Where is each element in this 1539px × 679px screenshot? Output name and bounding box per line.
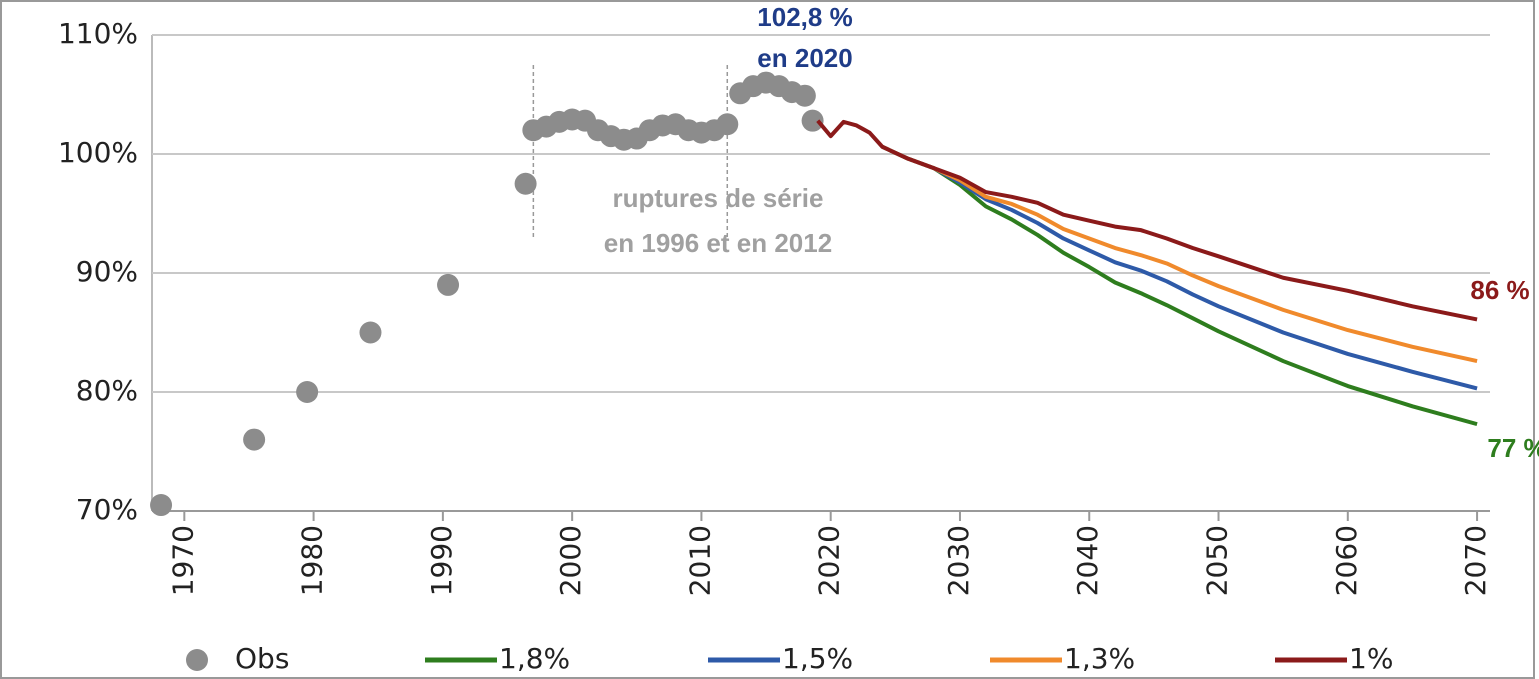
obs-point <box>793 84 816 107</box>
x-tick-label: 2020 <box>813 525 846 596</box>
y-tick-label: 110% <box>58 17 138 50</box>
annotation: ruptures de série <box>613 183 824 213</box>
series-line <box>816 119 1478 322</box>
x-tick-label: 2000 <box>554 525 587 596</box>
legend-label: 1,3% <box>1064 642 1135 675</box>
obs-point <box>514 172 537 195</box>
x-tick-label: 2030 <box>942 525 975 596</box>
y-tick-label: 80% <box>76 374 138 407</box>
annotation: 86 % <box>1470 275 1529 305</box>
obs-point <box>243 428 266 451</box>
annotation: en 1996 et en 2012 <box>604 228 832 258</box>
x-tick-label: 1990 <box>425 525 458 596</box>
annotation: 102,8 % <box>757 2 852 32</box>
x-tick-label: 2050 <box>1201 525 1234 596</box>
legend-label: 1,8% <box>499 642 570 675</box>
obs-point <box>801 109 824 132</box>
x-tick-label: 2060 <box>1330 525 1363 596</box>
x-tick-label: 2010 <box>683 525 716 596</box>
y-tick-label: 70% <box>76 493 138 526</box>
obs-point <box>150 494 173 517</box>
x-tick-label: 2040 <box>1071 525 1104 596</box>
y-tick-label: 100% <box>58 136 138 169</box>
legend-label: Obs <box>235 642 289 675</box>
x-tick-label: 1980 <box>296 525 329 596</box>
obs-point <box>296 381 319 403</box>
annotation: en 2020 <box>757 43 852 73</box>
annotation: 77 % <box>1487 433 1539 463</box>
obs-point <box>359 321 382 344</box>
x-tick-label: 2070 <box>1459 525 1492 596</box>
obs-point <box>716 113 739 136</box>
series-line <box>881 145 1478 364</box>
x-tick-label: 1970 <box>166 525 199 596</box>
legend-marker <box>186 649 208 671</box>
obs-point <box>437 273 460 296</box>
legend-label: 1,5% <box>782 642 853 675</box>
y-tick-label: 90% <box>76 255 138 288</box>
legend-label: 1% <box>1349 642 1393 675</box>
